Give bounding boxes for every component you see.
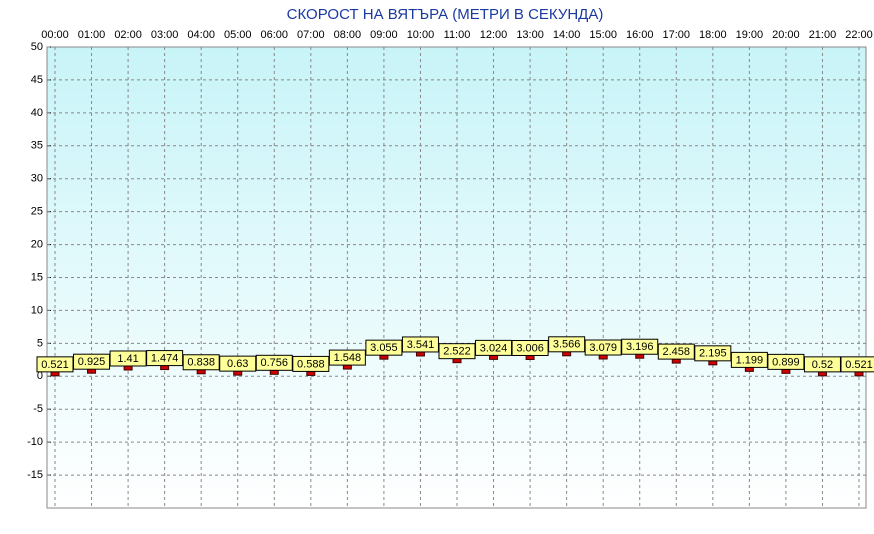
value-label-box [694, 345, 732, 362]
x-tick-label: 03:00 [151, 29, 179, 41]
value-label-box [146, 350, 184, 367]
value-label: 1.41 [117, 353, 138, 365]
y-tick-label: 10 [31, 304, 43, 316]
x-tick-label: 01:00 [78, 29, 106, 41]
value-label: 0.925 [78, 356, 106, 368]
value-label: 1.199 [736, 354, 764, 366]
value-label-box [73, 353, 111, 370]
x-tick-label: 10:00 [407, 29, 435, 41]
value-label-box [511, 339, 549, 356]
value-label: 1.474 [151, 352, 179, 364]
value-label-box [109, 350, 147, 367]
value-label: 0.838 [187, 357, 215, 369]
x-tick-label: 15:00 [589, 29, 617, 41]
y-tick-label: 40 [31, 107, 43, 119]
y-tick-label: 30 [31, 173, 43, 185]
value-label-box [365, 339, 403, 356]
x-tick-label: 07:00 [297, 29, 325, 41]
value-label: 3.006 [516, 342, 544, 354]
value-label-box [182, 354, 220, 371]
value-label: 3.566 [553, 339, 581, 351]
value-label: 3.079 [589, 342, 617, 354]
x-tick-label: 20:00 [772, 29, 800, 41]
value-label-box [438, 343, 476, 360]
value-label-box [767, 353, 805, 370]
y-tick-label: 15 [31, 271, 43, 283]
value-label-box [475, 339, 513, 356]
value-label-box [840, 356, 874, 373]
y-tick-label: -10 [27, 436, 43, 448]
x-tick-label: 13:00 [516, 29, 544, 41]
value-label-box [730, 351, 768, 368]
y-tick-label: 0 [37, 370, 43, 382]
value-label-box [328, 349, 366, 366]
x-tick-label: 21:00 [809, 29, 837, 41]
x-tick-label: 14:00 [553, 29, 581, 41]
y-tick-label: 20 [31, 238, 43, 250]
x-tick-label: 17:00 [663, 29, 691, 41]
y-tick-label: -5 [33, 403, 43, 415]
x-tick-label: 12:00 [480, 29, 508, 41]
value-label: 0.521 [845, 359, 873, 371]
y-tick-label: -15 [27, 469, 43, 481]
value-label: 0.521 [41, 359, 69, 371]
value-label: 3.055 [370, 342, 398, 354]
value-label: 0.899 [772, 356, 800, 368]
value-label-box [584, 339, 622, 356]
value-label-box [401, 336, 439, 353]
y-tick-label: 25 [31, 206, 43, 218]
y-tick-label: 35 [31, 140, 43, 152]
value-label: 0.63 [227, 358, 248, 370]
value-label-box [255, 354, 293, 371]
x-tick-label: 02:00 [114, 29, 142, 41]
x-tick-label: 00:00 [41, 29, 69, 41]
value-label: 0.588 [297, 358, 325, 370]
value-label: 0.756 [261, 357, 289, 369]
value-label: 2.195 [699, 348, 727, 360]
x-tick-label: 08:00 [334, 29, 362, 41]
x-tick-label: 09:00 [370, 29, 398, 41]
value-label: 3.541 [407, 339, 435, 351]
value-label: 0.52 [812, 359, 833, 371]
x-tick-label: 06:00 [261, 29, 289, 41]
x-tick-label: 22:00 [845, 29, 873, 41]
value-label: 3.024 [480, 342, 508, 354]
x-tick-label: 11:00 [444, 29, 471, 41]
value-label-box [803, 356, 841, 373]
y-tick-label: 50 [31, 41, 43, 53]
value-label-box [621, 338, 659, 355]
value-label: 2.522 [443, 346, 471, 358]
value-label: 2.458 [663, 346, 691, 358]
value-label: 1.548 [334, 352, 362, 364]
x-tick-label: 16:00 [626, 29, 654, 41]
chart-title: СКОРОСТ НА ВЯТЪРА (МЕТРИ В СЕКУНДА) [287, 6, 604, 23]
x-tick-label: 18:00 [699, 29, 727, 41]
value-label-box [36, 356, 74, 373]
value-label-box [548, 336, 586, 353]
value-label-box [657, 343, 695, 360]
y-tick-label: 45 [31, 74, 43, 86]
value-label: 3.196 [626, 341, 654, 353]
x-tick-label: 04:00 [187, 29, 215, 41]
value-label-box [219, 355, 257, 372]
x-tick-label: 05:00 [224, 29, 252, 41]
value-label-box [292, 355, 330, 372]
y-tick-label: 5 [37, 337, 43, 349]
x-tick-label: 19:00 [736, 29, 764, 41]
